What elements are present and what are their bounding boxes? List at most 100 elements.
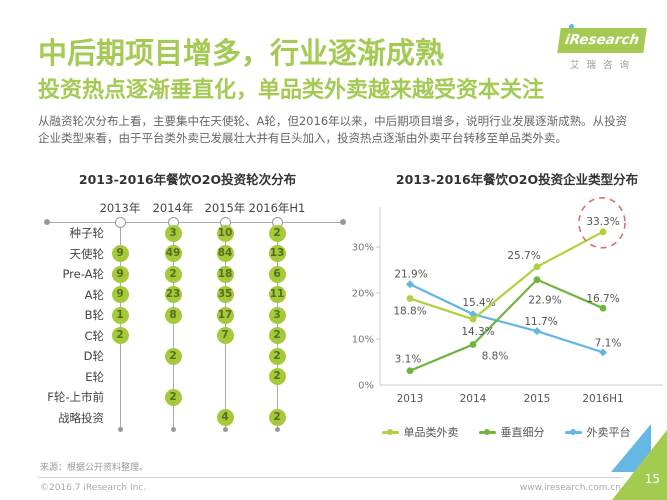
iresearch-logo: iResearch 艾瑞咨询 xyxy=(557,24,647,71)
logo-brand-text: iResearch xyxy=(563,32,641,48)
series-line-外卖平台 xyxy=(409,283,604,354)
matrix-year-label: 2015年 xyxy=(204,201,246,215)
matrix-column-bottom-dot xyxy=(117,426,123,432)
data-point-label: 14.3% xyxy=(461,326,494,338)
logo-dot-icon xyxy=(568,24,575,29)
data-point-label: 33.3% xyxy=(586,216,619,228)
logo-flag-shape: iResearch xyxy=(557,24,647,53)
matrix-row-label: Pre-A轮 xyxy=(62,267,104,281)
y-tick-label: 30% xyxy=(352,243,374,254)
matrix-value-bubble: 2 xyxy=(268,347,286,365)
matrix-value-bubble: 11 xyxy=(268,286,286,303)
data-point-label: 7.1% xyxy=(595,337,622,349)
matrix-value-bubble: 84 xyxy=(216,245,234,262)
data-point-label: 8.8% xyxy=(482,351,509,363)
matrix-value-bubble: 3 xyxy=(268,306,286,324)
matrix-column-node xyxy=(114,216,126,228)
matrix-value-bubble: 9 xyxy=(111,245,129,262)
source-note: 来源：根据公开资料整理。 xyxy=(40,463,149,473)
website-text: www.iresearch.com.cn xyxy=(519,483,621,493)
matrix-value-bubble: 35 xyxy=(216,286,234,303)
matrix-line-end-dot xyxy=(44,219,50,225)
matrix-row-label: 战略投资 xyxy=(58,410,104,425)
matrix-column-line xyxy=(172,222,174,429)
data-point-dot xyxy=(599,304,607,312)
matrix-value-bubble: 6 xyxy=(268,265,286,283)
legend-item-垂直细分: 垂直细分 xyxy=(478,424,545,440)
matrix-column-line xyxy=(224,222,226,429)
matrix-value-bubble: 2 xyxy=(268,224,286,242)
page-title: 中后期项目增多，行业逐渐成熟 xyxy=(38,36,445,70)
matrix-value-bubble: 9 xyxy=(111,265,129,283)
matrix-row-label: 种子轮 xyxy=(69,226,105,240)
data-point-diamond xyxy=(533,327,541,336)
data-point-label: 11.7% xyxy=(524,316,557,328)
legend-marker-icon xyxy=(564,429,582,435)
matrix-value-bubble: 49 xyxy=(164,245,182,262)
matrix-row-label: 天使轮 xyxy=(69,246,105,261)
matrix-row-label: E轮 xyxy=(85,369,104,384)
matrix-value-bubble: 1 xyxy=(111,306,129,324)
matrix-row-label: A轮 xyxy=(84,287,104,302)
data-point-diamond xyxy=(406,280,414,289)
data-point-label: 3.1% xyxy=(395,354,422,366)
matrix-value-bubble: 13 xyxy=(268,245,286,262)
data-point-dot xyxy=(469,341,477,348)
matrix-column-bottom-dot xyxy=(274,426,280,432)
x-tick-label: 2014 xyxy=(460,393,487,405)
matrix-value-bubble: 2 xyxy=(164,347,182,365)
types-chart-title: 2013-2016年餐饮O2O投资企业类型分布 xyxy=(395,172,639,187)
legend-marker-icon xyxy=(478,429,496,435)
y-tick-label: 20% xyxy=(352,289,374,300)
matrix-value-bubble: 10 xyxy=(216,224,234,242)
series-line-单品类外卖 xyxy=(409,230,604,321)
matrix-row-label: B轮 xyxy=(84,308,104,322)
data-point-label: 15.4% xyxy=(462,297,495,309)
logo-brand-cn: 艾瑞咨询 xyxy=(569,60,636,71)
legend-label: 外卖平台 xyxy=(586,426,631,439)
matrix-year-label: 2013年 xyxy=(99,201,141,215)
page-subtitle: 投资热点逐渐垂直化，单品类外卖越来越受资本关注 xyxy=(38,78,545,103)
data-point-dot xyxy=(406,295,414,302)
matrix-value-bubble: 9 xyxy=(111,286,129,303)
x-tick-label: 2013 xyxy=(397,393,424,405)
x-tick-label: 2016H1 xyxy=(582,393,623,405)
legend-item-单品类外卖: 单品类外卖 xyxy=(381,424,459,440)
matrix-column-line xyxy=(119,222,121,429)
legend-label: 单品类外卖 xyxy=(403,426,459,439)
matrix-header-line xyxy=(47,221,343,223)
legend-label: 垂直细分 xyxy=(500,426,545,439)
data-point-dot xyxy=(533,276,541,284)
matrix-value-bubble: 23 xyxy=(164,286,182,303)
data-point-label: 25.7% xyxy=(507,250,540,262)
data-point-label: 16.7% xyxy=(586,293,619,305)
data-point-dot xyxy=(533,263,541,271)
matrix-value-bubble: 2 xyxy=(164,265,182,283)
matrix-column-bottom-dot xyxy=(222,426,228,432)
matrix-column-line xyxy=(276,222,278,429)
legend-marker-icon xyxy=(381,429,399,435)
matrix-value-bubble: 4 xyxy=(216,409,234,426)
matrix-value-bubble: 2 xyxy=(268,327,286,344)
data-point-dot xyxy=(469,315,477,323)
matrix-value-bubble: 2 xyxy=(268,409,286,426)
y-tick-label: 10% xyxy=(352,335,374,346)
matrix-row-label: C轮 xyxy=(84,328,104,343)
matrix-value-bubble: 18 xyxy=(216,265,234,283)
footer-divider xyxy=(38,477,623,478)
matrix-value-bubble: 2 xyxy=(268,368,286,385)
intro-paragraph: 从融资轮次分布上看，主要集中在天使轮、A轮，但2016年以来，中后期项目增多，说… xyxy=(38,114,628,145)
rounds-chart-title: 2013-2016年餐饮O2O投资轮次分布 xyxy=(78,172,297,187)
data-point-label: 21.9% xyxy=(394,268,427,280)
rounds-matrix-chart: 2013年 2014年 2015年 2016年H1 种子轮 3 10 2 天使轮 9 49 84 13 P… xyxy=(30,195,352,445)
data-point-dot xyxy=(406,367,414,375)
chart-legend: 单品类外卖 垂直细分 外卖平台 xyxy=(350,424,662,440)
matrix-value-bubble: 7 xyxy=(216,327,234,344)
matrix-line-end-dot xyxy=(340,219,346,225)
highlight-dashed-circle xyxy=(578,197,626,249)
matrix-year-label: 2016年H1 xyxy=(248,201,306,215)
matrix-value-bubble: 2 xyxy=(164,388,182,406)
matrix-value-bubble: 3 xyxy=(164,224,182,242)
series-line-垂直细分 xyxy=(409,278,604,372)
